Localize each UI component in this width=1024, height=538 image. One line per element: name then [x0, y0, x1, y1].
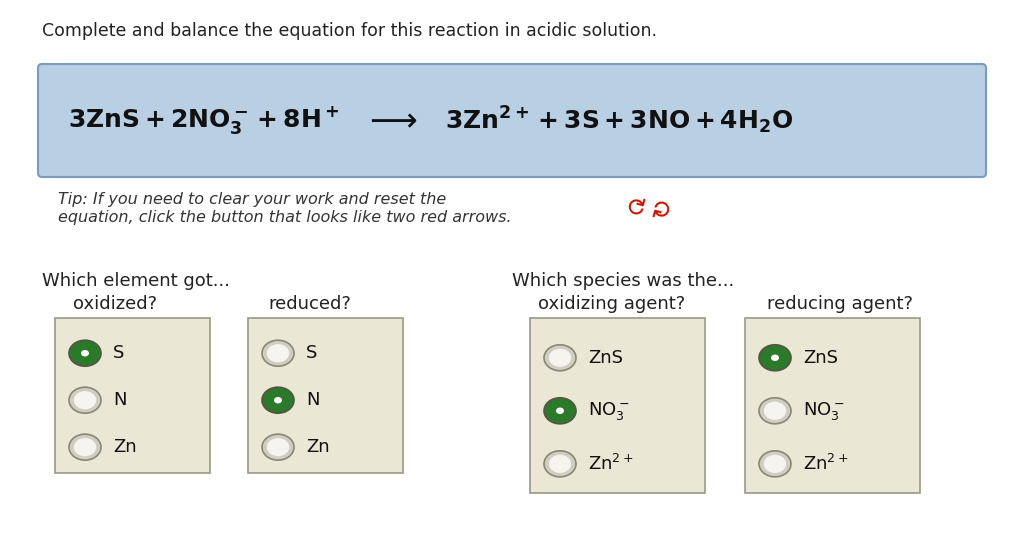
Text: S: S [113, 344, 124, 362]
FancyBboxPatch shape [248, 318, 403, 473]
Ellipse shape [69, 340, 101, 366]
Text: Zn$^{2+}$: Zn$^{2+}$ [588, 454, 634, 474]
Ellipse shape [556, 408, 564, 414]
Text: reduced?: reduced? [268, 295, 351, 313]
Ellipse shape [549, 349, 571, 367]
Ellipse shape [74, 438, 96, 456]
Ellipse shape [262, 340, 294, 366]
Ellipse shape [262, 434, 294, 460]
Text: ⟳: ⟳ [625, 192, 655, 223]
Ellipse shape [544, 398, 575, 424]
Text: $\mathbf{3ZnS+2NO_3^-+8H^+}$: $\mathbf{3ZnS+2NO_3^-+8H^+}$ [68, 104, 340, 136]
Ellipse shape [69, 387, 101, 413]
Ellipse shape [81, 350, 89, 357]
Ellipse shape [771, 355, 779, 361]
Text: Zn: Zn [306, 438, 330, 456]
Ellipse shape [544, 345, 575, 371]
Text: NO$_3^-$: NO$_3^-$ [588, 400, 630, 422]
Ellipse shape [759, 398, 791, 424]
Ellipse shape [274, 397, 282, 404]
Text: ⟳: ⟳ [641, 192, 671, 223]
FancyBboxPatch shape [38, 64, 986, 177]
Text: Which species was the...: Which species was the... [512, 272, 734, 290]
Ellipse shape [759, 345, 791, 371]
Text: S: S [306, 344, 317, 362]
Ellipse shape [267, 344, 289, 362]
FancyBboxPatch shape [55, 318, 210, 473]
Text: ZnS: ZnS [588, 349, 623, 367]
Ellipse shape [267, 438, 289, 456]
Text: N: N [113, 391, 127, 409]
Text: Zn$^{2+}$: Zn$^{2+}$ [803, 454, 849, 474]
Text: Complete and balance the equation for this reaction in acidic solution.: Complete and balance the equation for th… [42, 22, 657, 40]
Text: equation, click the button that looks like two red arrows.: equation, click the button that looks li… [58, 210, 512, 225]
FancyBboxPatch shape [530, 318, 705, 493]
Text: Zn: Zn [113, 438, 136, 456]
Ellipse shape [764, 402, 786, 420]
Ellipse shape [262, 387, 294, 413]
Ellipse shape [549, 455, 571, 473]
Ellipse shape [69, 434, 101, 460]
Text: oxidizing agent?: oxidizing agent? [539, 295, 686, 313]
Ellipse shape [74, 391, 96, 409]
Text: ZnS: ZnS [803, 349, 838, 367]
Text: Which element got...: Which element got... [42, 272, 230, 290]
Text: reducing agent?: reducing agent? [767, 295, 913, 313]
FancyBboxPatch shape [745, 318, 920, 493]
Text: NO$_3^-$: NO$_3^-$ [803, 400, 845, 422]
Ellipse shape [759, 451, 791, 477]
Ellipse shape [544, 451, 575, 477]
Text: oxidized?: oxidized? [73, 295, 157, 313]
Text: N: N [306, 391, 319, 409]
Text: $\mathbf{3Zn^{2+}+3S+3NO+4H_2O}$: $\mathbf{3Zn^{2+}+3S+3NO+4H_2O}$ [445, 104, 794, 136]
Text: $\longrightarrow$: $\longrightarrow$ [362, 103, 418, 137]
Text: Tip: If you need to clear your work and reset the: Tip: If you need to clear your work and … [58, 192, 446, 207]
Ellipse shape [764, 455, 786, 473]
